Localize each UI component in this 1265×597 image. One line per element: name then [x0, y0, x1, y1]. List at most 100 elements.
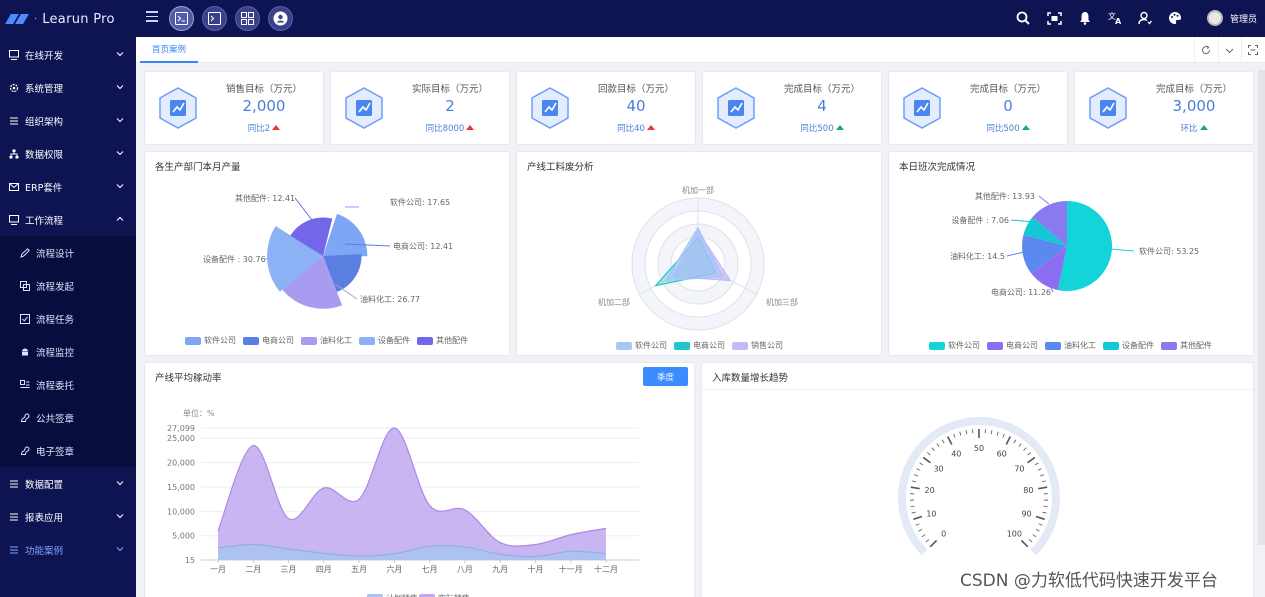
- pie-slice[interactable]: [1031, 246, 1067, 291]
- pie-slice[interactable]: [1032, 201, 1067, 246]
- gauge-tick: [965, 430, 968, 435]
- rose-slice-label: 其他配件: 12.41: [235, 193, 295, 203]
- sidebar-item-erp[interactable]: ERP套件: [0, 170, 136, 203]
- gauge-tick-label: 30: [933, 465, 943, 474]
- legend-item[interactable]: 油料化工: [301, 335, 352, 346]
- scrollbar[interactable]: [1258, 70, 1265, 545]
- gauge-tick: [929, 539, 938, 548]
- console-module-button[interactable]: [202, 6, 227, 31]
- sidebar-item-flow-monitor[interactable]: 流程监控: [0, 335, 136, 368]
- legend-swatch: [616, 341, 632, 350]
- mail-icon: [9, 182, 19, 192]
- rose-slice[interactable]: [282, 256, 343, 309]
- x-tick-label: 四月: [316, 565, 332, 574]
- gauge-tick: [912, 480, 917, 483]
- user-settings-icon[interactable]: [1137, 10, 1153, 26]
- grid-module-button[interactable]: [235, 6, 260, 31]
- refresh-icon[interactable]: [1194, 37, 1216, 63]
- sidebar-item-flow-start[interactable]: 流程发起: [0, 269, 136, 302]
- check-square-icon: [20, 313, 30, 324]
- user-module-button[interactable]: [268, 6, 293, 31]
- legend-label: 电商公司: [1006, 341, 1038, 350]
- legend-swatch: [1045, 341, 1061, 350]
- kpi-title: 完成目标（万元）: [1155, 84, 1232, 95]
- radar-series-area[interactable]: [664, 226, 724, 282]
- gauge-tick: [1038, 486, 1048, 490]
- waste-legend: 软件公司 电商公司 销售公司: [616, 340, 783, 351]
- kpi-card: 完成目标（万元） 0 同比500: [888, 71, 1068, 145]
- area-series[interactable]: [218, 427, 606, 560]
- chart-hex-icon: [531, 87, 569, 129]
- pie-slice[interactable]: [1023, 217, 1067, 246]
- legend-item[interactable]: 软件公司: [929, 340, 980, 351]
- legend-item[interactable]: 其他配件: [417, 335, 468, 346]
- sidebar-item-public-seal[interactable]: 公共签章: [0, 401, 136, 434]
- search-icon[interactable]: [1015, 10, 1031, 26]
- terminal-module-button[interactable]: [169, 6, 194, 31]
- legend-item[interactable]: 设备配件: [359, 335, 410, 346]
- rose-slice[interactable]: [290, 217, 333, 256]
- legend-item[interactable]: 油料化工: [1045, 340, 1096, 351]
- legend-swatch: [987, 341, 1003, 350]
- kpi-card: 完成目标（万元） 4 同比500: [702, 71, 882, 145]
- y-tick-label: 27,099: [167, 424, 195, 433]
- chevron-down-icon[interactable]: [1218, 37, 1240, 63]
- gauge-tick: [1040, 474, 1045, 477]
- legend-swatch: [301, 336, 317, 345]
- bell-icon[interactable]: [1077, 10, 1093, 26]
- legend-item[interactable]: 设备配件: [1103, 340, 1154, 351]
- sidebar-item-workflow[interactable]: 工作流程: [0, 203, 136, 236]
- legend-item[interactable]: 软件公司: [185, 335, 236, 346]
- label-line: [334, 283, 358, 300]
- gauge-tick: [915, 523, 920, 526]
- chevron-down-icon: [116, 52, 124, 57]
- sidebar-item-online-dev[interactable]: 在线开发: [0, 38, 136, 71]
- season-button[interactable]: 季度: [643, 367, 688, 386]
- trend-up-icon: [1199, 125, 1208, 130]
- fullscreen-icon[interactable]: [1046, 10, 1062, 26]
- legend-swatch: [243, 336, 259, 345]
- expand-icon[interactable]: [1241, 37, 1263, 63]
- sidebar-item-data-permission[interactable]: 数据权限: [0, 137, 136, 170]
- legend-item[interactable]: 其他配件: [1161, 340, 1212, 351]
- menu-toggle-icon[interactable]: [146, 11, 158, 25]
- legend-item[interactable]: 销售公司: [732, 340, 783, 351]
- legend-item[interactable]: 电商公司: [987, 340, 1038, 351]
- sidebar-item-flow-task[interactable]: 流程任务: [0, 302, 136, 335]
- pie-slice[interactable]: [1057, 201, 1112, 291]
- sidebar-item-system[interactable]: 系统管理: [0, 71, 136, 104]
- legend-item[interactable]: 软件公司: [616, 340, 667, 351]
- gauge-tick: [919, 462, 924, 466]
- avatar[interactable]: [1207, 10, 1223, 26]
- palette-icon[interactable]: [1167, 10, 1183, 26]
- pie-slice[interactable]: [1022, 234, 1067, 274]
- gauge-tick: [1023, 447, 1027, 451]
- sidebar-item-flow-design[interactable]: 流程设计: [0, 236, 136, 269]
- legend-item[interactable]: 电商公司: [243, 335, 294, 346]
- tab-home-demo[interactable]: 首页案例: [140, 37, 199, 63]
- kpi-value: 40: [626, 97, 646, 115]
- gauge-tick: [1018, 443, 1022, 447]
- kpi-value: 0: [1003, 97, 1013, 115]
- sidebar-item-flow-delegate[interactable]: 流程委托: [0, 368, 136, 401]
- rose-slice[interactable]: [267, 226, 323, 292]
- sidebar-item-e-seal[interactable]: 电子签章: [0, 434, 136, 467]
- user-name[interactable]: 管理员: [1230, 15, 1258, 25]
- sidebar-item-org[interactable]: 组织架构: [0, 104, 136, 137]
- rose-slice[interactable]: [323, 213, 368, 257]
- area-series[interactable]: [218, 544, 606, 560]
- legend-item[interactable]: 电商公司: [674, 340, 725, 351]
- sidebar: 在线开发 系统管理 组织架构 数据权限 ERP套件 工作流程 流程设计 流程发起…: [0, 37, 136, 597]
- app-logo[interactable]: · Learun Pro: [5, 9, 115, 29]
- legend-label: 其他配件: [1180, 341, 1212, 350]
- pie-slice-label: 设备配件 : 7.06: [951, 215, 1009, 225]
- shift-legend: 软件公司 电商公司 油料化工 设备配件 其他配件: [929, 340, 1212, 351]
- sidebar-item-demo-cases[interactable]: 功能案例: [0, 533, 136, 566]
- rose-slice[interactable]: [323, 254, 362, 292]
- sidebar-item-reports[interactable]: 报表应用: [0, 500, 136, 533]
- sidebar-item-data-config[interactable]: 数据配置: [0, 467, 136, 500]
- gauge-tick-label: 10: [926, 509, 936, 518]
